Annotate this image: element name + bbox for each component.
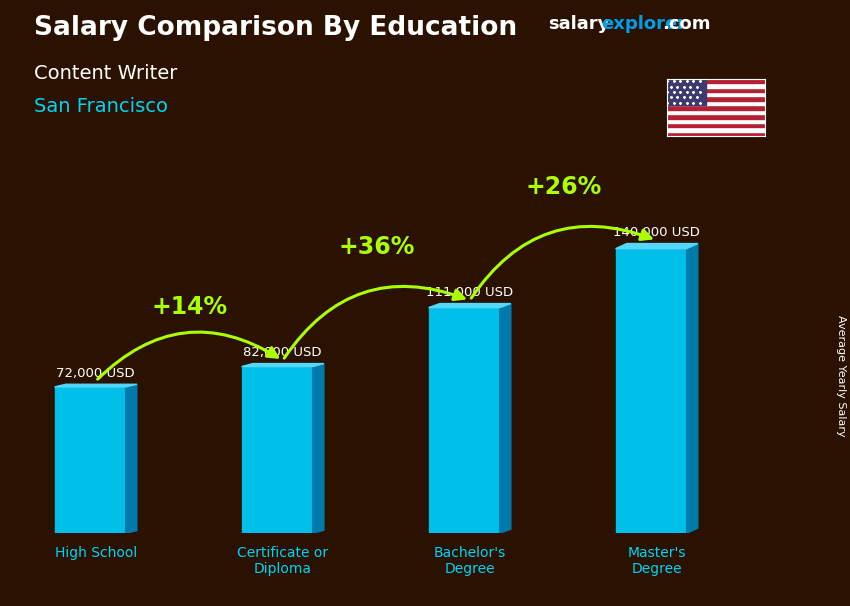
- Bar: [667, 83, 765, 88]
- Bar: [667, 132, 765, 136]
- Bar: [667, 96, 765, 101]
- Text: 111,000 USD: 111,000 USD: [426, 286, 513, 299]
- Polygon shape: [313, 364, 324, 533]
- Bar: [667, 79, 706, 105]
- Bar: [667, 92, 765, 96]
- Text: explorer: explorer: [601, 15, 686, 33]
- Bar: [667, 79, 765, 83]
- Text: Salary Comparison By Education: Salary Comparison By Education: [34, 15, 517, 41]
- Text: salary: salary: [548, 15, 609, 33]
- Text: 72,000 USD: 72,000 USD: [56, 367, 135, 379]
- Polygon shape: [615, 244, 698, 248]
- Bar: [241, 367, 313, 533]
- Text: +36%: +36%: [338, 236, 415, 259]
- Text: San Francisco: San Francisco: [34, 97, 168, 116]
- Text: 140,000 USD: 140,000 USD: [613, 226, 700, 239]
- Polygon shape: [428, 304, 511, 308]
- Bar: [667, 114, 765, 119]
- Text: .com: .com: [662, 15, 711, 33]
- Text: +14%: +14%: [151, 296, 227, 319]
- Bar: [428, 308, 500, 533]
- Bar: [667, 110, 765, 114]
- Polygon shape: [687, 244, 698, 533]
- Bar: [667, 101, 765, 105]
- Text: 82,000 USD: 82,000 USD: [243, 346, 322, 359]
- Bar: [667, 119, 765, 123]
- Text: Content Writer: Content Writer: [34, 64, 178, 82]
- Text: Certificate or
Diploma: Certificate or Diploma: [237, 546, 328, 576]
- Bar: [667, 88, 765, 92]
- Bar: [615, 248, 687, 533]
- Polygon shape: [54, 384, 137, 387]
- Text: Average Yearly Salary: Average Yearly Salary: [836, 315, 846, 436]
- Bar: [667, 105, 765, 110]
- Text: Master's
Degree: Master's Degree: [627, 546, 686, 576]
- Text: +26%: +26%: [525, 175, 601, 199]
- Bar: [667, 123, 765, 127]
- Bar: [54, 387, 126, 533]
- Text: Bachelor's
Degree: Bachelor's Degree: [434, 546, 506, 576]
- Bar: [667, 127, 765, 132]
- Text: High School: High School: [54, 546, 137, 560]
- Polygon shape: [500, 304, 511, 533]
- Polygon shape: [241, 364, 324, 367]
- Polygon shape: [126, 384, 137, 533]
